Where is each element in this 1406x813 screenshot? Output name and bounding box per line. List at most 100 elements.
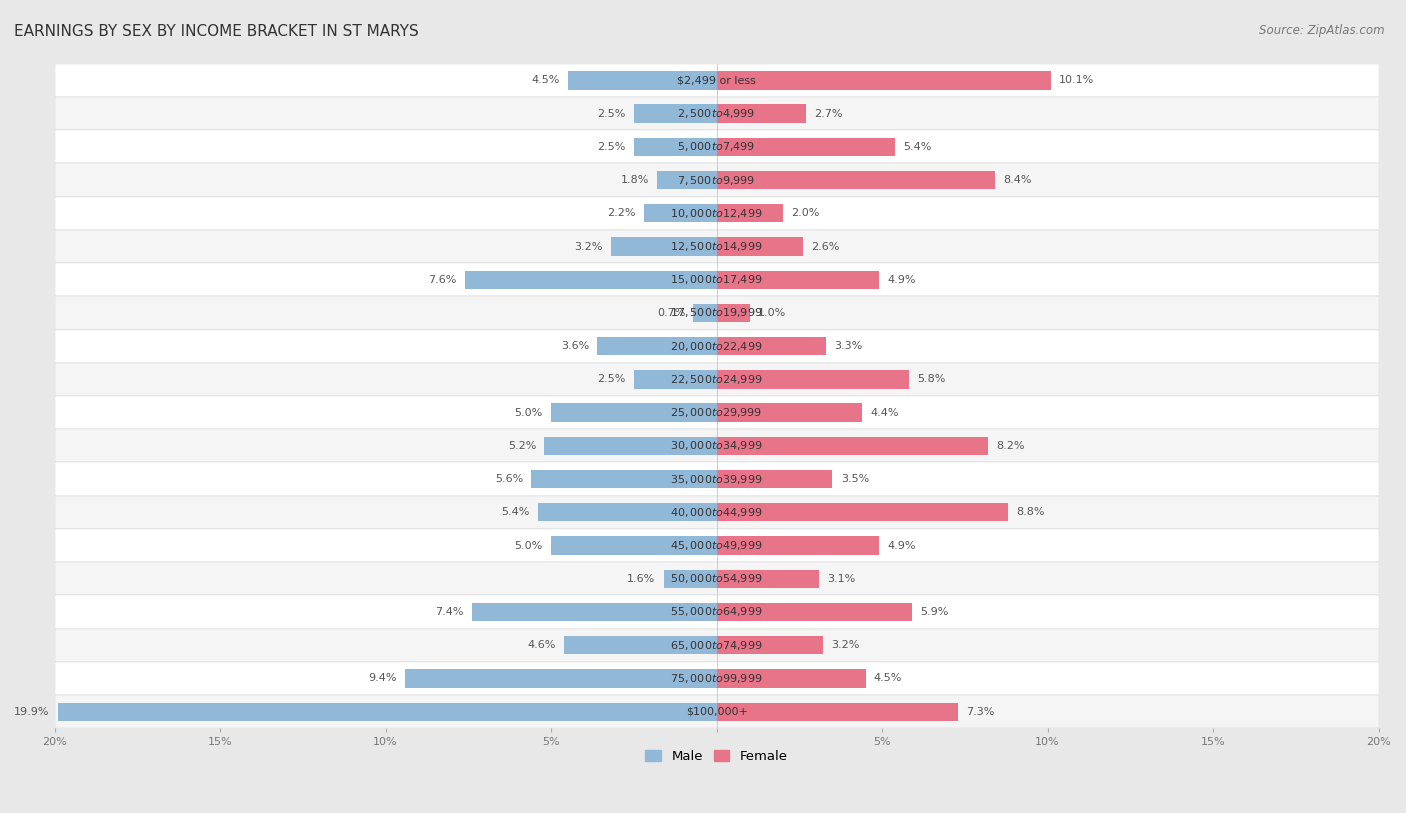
Text: 4.5%: 4.5% [875, 673, 903, 684]
Text: $15,000 to $17,499: $15,000 to $17,499 [671, 273, 763, 286]
Bar [717, 105, 806, 123]
Bar [55, 230, 1379, 263]
Text: 4.9%: 4.9% [887, 541, 915, 550]
Bar [55, 97, 1379, 130]
Bar [531, 470, 717, 489]
Text: $35,000 to $39,999: $35,000 to $39,999 [671, 472, 763, 485]
Bar [634, 137, 717, 156]
Text: 4.6%: 4.6% [527, 640, 555, 650]
Text: $20,000 to $22,499: $20,000 to $22,499 [671, 340, 763, 353]
Text: 8.8%: 8.8% [1017, 507, 1045, 517]
Bar [717, 204, 783, 223]
Bar [551, 403, 717, 422]
Text: $2,499 or less: $2,499 or less [678, 76, 756, 85]
Bar [717, 337, 825, 355]
Text: 8.4%: 8.4% [1002, 175, 1032, 185]
Bar [717, 669, 866, 688]
Bar [55, 529, 1379, 562]
Bar [55, 562, 1379, 595]
Text: 5.0%: 5.0% [515, 407, 543, 418]
Text: $22,500 to $24,999: $22,500 to $24,999 [671, 373, 763, 386]
Bar [717, 237, 803, 255]
Bar [55, 463, 1379, 496]
Bar [55, 363, 1379, 396]
Bar [55, 595, 1379, 628]
Text: 8.2%: 8.2% [997, 441, 1025, 451]
Text: $5,000 to $7,499: $5,000 to $7,499 [678, 141, 756, 154]
Bar [664, 570, 717, 588]
Text: 1.0%: 1.0% [758, 308, 786, 318]
Bar [717, 636, 823, 654]
Bar [55, 496, 1379, 529]
Text: $55,000 to $64,999: $55,000 to $64,999 [671, 606, 763, 619]
Bar [717, 602, 912, 621]
Text: $25,000 to $29,999: $25,000 to $29,999 [671, 406, 762, 420]
Bar [564, 636, 717, 654]
Bar [610, 237, 717, 255]
Text: 2.6%: 2.6% [811, 241, 839, 251]
Text: 2.5%: 2.5% [598, 141, 626, 152]
Text: 4.9%: 4.9% [887, 275, 915, 285]
Bar [717, 72, 1050, 89]
Text: 3.2%: 3.2% [574, 241, 602, 251]
Text: 5.9%: 5.9% [920, 607, 949, 617]
Text: 3.3%: 3.3% [834, 341, 862, 351]
Text: $65,000 to $74,999: $65,000 to $74,999 [671, 639, 763, 652]
Bar [717, 271, 879, 289]
Text: 7.6%: 7.6% [429, 275, 457, 285]
Bar [55, 695, 1379, 728]
Text: 5.8%: 5.8% [917, 375, 945, 385]
Text: 0.7%: 0.7% [657, 308, 685, 318]
Bar [55, 263, 1379, 297]
Bar [717, 570, 820, 588]
Bar [55, 662, 1379, 695]
Text: 1.8%: 1.8% [620, 175, 648, 185]
Bar [717, 503, 1008, 521]
Text: 3.6%: 3.6% [561, 341, 589, 351]
Text: 3.5%: 3.5% [841, 474, 869, 484]
Text: 3.2%: 3.2% [831, 640, 859, 650]
Bar [657, 171, 717, 189]
Text: 7.4%: 7.4% [434, 607, 464, 617]
Text: 5.6%: 5.6% [495, 474, 523, 484]
Bar [568, 72, 717, 89]
Text: 5.4%: 5.4% [501, 507, 530, 517]
Text: 7.3%: 7.3% [966, 706, 995, 716]
Text: 4.4%: 4.4% [870, 407, 898, 418]
Text: 4.5%: 4.5% [531, 76, 560, 85]
Bar [55, 130, 1379, 163]
Text: EARNINGS BY SEX BY INCOME BRACKET IN ST MARYS: EARNINGS BY SEX BY INCOME BRACKET IN ST … [14, 24, 419, 39]
Bar [55, 297, 1379, 329]
Text: $7,500 to $9,999: $7,500 to $9,999 [678, 173, 756, 186]
Bar [717, 470, 832, 489]
Bar [55, 429, 1379, 463]
Bar [544, 437, 717, 455]
Text: 5.0%: 5.0% [515, 541, 543, 550]
Bar [717, 437, 988, 455]
Bar [465, 271, 717, 289]
Text: Source: ZipAtlas.com: Source: ZipAtlas.com [1260, 24, 1385, 37]
Text: $17,500 to $19,999: $17,500 to $19,999 [671, 307, 763, 320]
Bar [55, 163, 1379, 197]
Bar [717, 370, 908, 389]
Bar [55, 63, 1379, 97]
Text: $12,500 to $14,999: $12,500 to $14,999 [671, 240, 763, 253]
Bar [693, 304, 717, 322]
Text: $45,000 to $49,999: $45,000 to $49,999 [671, 539, 763, 552]
Text: $40,000 to $44,999: $40,000 to $44,999 [671, 506, 763, 519]
Text: 1.6%: 1.6% [627, 574, 655, 584]
Text: 2.5%: 2.5% [598, 109, 626, 119]
Text: 10.1%: 10.1% [1059, 76, 1094, 85]
Bar [717, 304, 749, 322]
Text: $30,000 to $34,999: $30,000 to $34,999 [671, 439, 763, 452]
Bar [55, 329, 1379, 363]
Bar [717, 537, 879, 554]
Bar [717, 702, 959, 721]
Bar [634, 105, 717, 123]
Bar [538, 503, 717, 521]
Bar [717, 171, 994, 189]
Text: 9.4%: 9.4% [368, 673, 396, 684]
Bar [55, 628, 1379, 662]
Bar [644, 204, 717, 223]
Bar [551, 537, 717, 554]
